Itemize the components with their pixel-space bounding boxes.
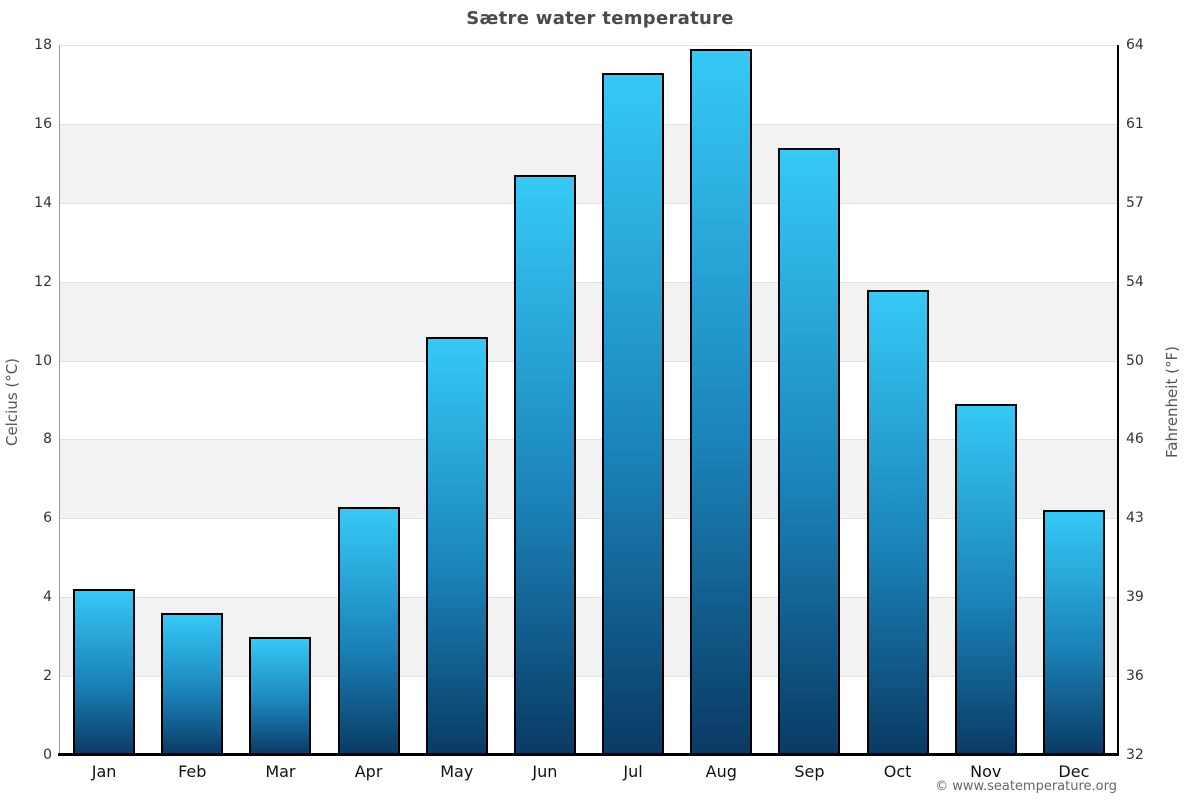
bar-oct[interactable] xyxy=(866,289,929,755)
y-tick-right-61: 61 xyxy=(1126,115,1144,132)
gridline xyxy=(60,597,1118,599)
y-tick-right-54: 54 xyxy=(1126,273,1144,290)
y-tick-left-6: 6 xyxy=(43,510,52,527)
x-label-jul: Jul xyxy=(623,762,643,781)
gridline xyxy=(60,676,1118,678)
y-tick-right-43: 43 xyxy=(1126,510,1144,527)
y-tick-right-32: 32 xyxy=(1126,747,1144,763)
y-tick-left-10: 10 xyxy=(34,352,52,369)
gridline xyxy=(60,123,1118,125)
plot-band xyxy=(60,439,1118,519)
x-label-may: May xyxy=(440,762,474,781)
bar-may[interactable] xyxy=(425,336,488,755)
gridline xyxy=(60,202,1118,204)
plot-band xyxy=(60,281,1118,361)
y-tick-left-0: 0 xyxy=(43,747,52,763)
y-tick-left-4: 4 xyxy=(43,589,52,606)
y-tick-left-16: 16 xyxy=(34,115,52,132)
gridline xyxy=(60,518,1118,520)
y-tick-right-57: 57 xyxy=(1126,194,1144,211)
bar-apr[interactable] xyxy=(337,506,400,755)
bar-jan[interactable] xyxy=(73,589,136,755)
gridline xyxy=(60,360,1118,362)
gridline xyxy=(60,281,1118,283)
y-tick-left-12: 12 xyxy=(34,273,52,290)
x-axis-line xyxy=(58,753,1119,756)
gridline xyxy=(60,45,1118,46)
bar-jun[interactable] xyxy=(513,175,576,755)
x-label-aug: Aug xyxy=(705,762,737,781)
x-label-dec: Dec xyxy=(1058,762,1090,781)
y-tick-left-8: 8 xyxy=(43,431,52,448)
x-label-jun: Jun xyxy=(532,762,558,781)
x-label-jan: Jan xyxy=(91,762,117,781)
gridline xyxy=(60,439,1118,441)
bar-sep[interactable] xyxy=(778,147,841,755)
y-tick-left-14: 14 xyxy=(34,194,52,211)
bar-nov[interactable] xyxy=(954,403,1017,755)
y-tick-left-18: 18 xyxy=(34,37,52,53)
plot-band xyxy=(60,597,1118,677)
bar-mar[interactable] xyxy=(249,636,312,755)
y-tick-right-50: 50 xyxy=(1126,352,1144,369)
chart-title: Sætre water temperature xyxy=(466,8,734,29)
bar-jul[interactable] xyxy=(602,72,665,755)
x-label-feb: Feb xyxy=(178,762,207,781)
x-label-apr: Apr xyxy=(354,762,383,781)
x-label-nov: Nov xyxy=(970,762,1002,781)
bar-dec[interactable] xyxy=(1042,510,1105,755)
y-tick-left-2: 2 xyxy=(43,668,52,685)
y-tick-right-46: 46 xyxy=(1126,431,1144,448)
bar-feb[interactable] xyxy=(161,613,224,755)
y-tick-right-36: 36 xyxy=(1126,668,1144,685)
x-label-sep: Sep xyxy=(794,762,825,781)
x-label-oct: Oct xyxy=(883,762,912,781)
plot-band xyxy=(60,123,1118,203)
y-tick-right-39: 39 xyxy=(1126,589,1144,606)
bar-aug[interactable] xyxy=(690,48,753,755)
y-axis-right-title: Fahrenheit (°F) xyxy=(1163,346,1181,458)
y-tick-right-64: 64 xyxy=(1126,37,1144,53)
y-axis-left-line xyxy=(59,45,60,755)
copyright-attribution: © www.seatemperature.org xyxy=(935,779,1117,794)
plot-area xyxy=(60,45,1118,755)
y-axis-right-line xyxy=(1117,45,1119,756)
x-label-mar: Mar xyxy=(265,762,296,781)
y-axis-left-title: Celcius (°C) xyxy=(3,357,21,447)
